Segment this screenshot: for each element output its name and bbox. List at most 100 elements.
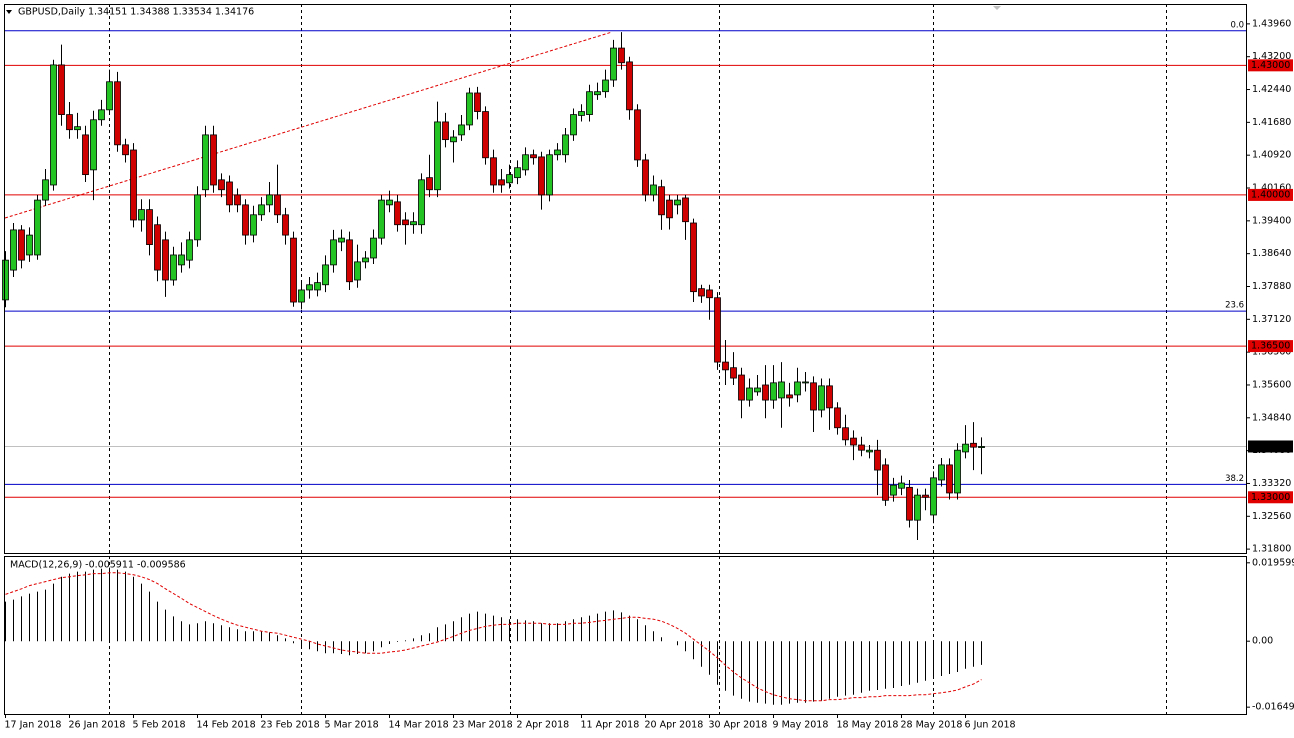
candle-body <box>834 407 841 429</box>
candle-body <box>754 387 761 393</box>
candle-body <box>194 194 201 241</box>
y-tick-label: 1.43960 <box>1252 18 1291 29</box>
candle-body <box>562 134 569 156</box>
candle-body <box>426 177 433 191</box>
candle-body <box>82 134 89 176</box>
candle-body <box>10 229 17 271</box>
candle-body <box>650 184 657 196</box>
shift-marker[interactable] <box>993 6 1001 10</box>
candle-body <box>66 114 73 131</box>
candle-body <box>274 194 281 216</box>
candle-body <box>610 47 617 81</box>
candle-body <box>98 109 105 121</box>
candle-body <box>826 385 833 409</box>
candle-body <box>378 199 385 239</box>
y-tick-label: 1.33320 <box>1252 478 1291 489</box>
y-tick-label: 1.43200 <box>1252 51 1291 62</box>
level-label: 1.40000 <box>1251 189 1290 200</box>
candle-body <box>674 199 681 206</box>
candle-body <box>170 254 177 281</box>
candle-body <box>2 259 9 301</box>
candle-body <box>594 91 601 96</box>
candle-body <box>586 91 593 115</box>
candle-body <box>402 219 409 226</box>
level-label: 1.36500 <box>1251 341 1290 352</box>
y-tick-label: 0.00 <box>1252 636 1273 647</box>
x-tick-label: 9 May 2018 <box>773 720 829 731</box>
candle-body <box>938 464 945 481</box>
macd-title: MACD(12,26,9) -0.005911 -0.009586 <box>10 560 186 571</box>
current-price-badge <box>1248 440 1293 453</box>
candle-body <box>946 464 953 494</box>
candle-body <box>642 159 649 196</box>
candle-body <box>266 194 273 206</box>
candle-body <box>298 289 305 303</box>
fib-label: 23.6 <box>1225 301 1244 311</box>
candle-body <box>786 394 793 399</box>
candle-body <box>250 214 257 236</box>
candle-body <box>154 224 161 271</box>
candle-body <box>810 382 817 411</box>
candle-body <box>930 477 937 516</box>
candle-body <box>202 134 209 191</box>
candle-body <box>442 121 449 141</box>
candle-body <box>338 237 345 243</box>
x-tick-label: 26 Jan 2018 <box>69 720 126 731</box>
candle-body <box>746 387 753 401</box>
x-tick-label: 18 May 2018 <box>837 720 899 731</box>
candle-body <box>354 261 361 281</box>
candle-body <box>482 111 489 159</box>
candle-body <box>874 449 881 471</box>
candle-body <box>554 149 561 156</box>
candle-body <box>226 181 233 206</box>
candle-body <box>434 121 441 191</box>
candle-body <box>130 149 137 221</box>
chart-title: GBPUSD,Daily 1.34151 1.34388 1.33534 1.3… <box>18 7 254 18</box>
y-tick-label: 1.36360 <box>1252 347 1291 358</box>
candle-body <box>34 199 41 256</box>
candle-body <box>898 482 905 489</box>
candle-body <box>954 449 961 494</box>
x-tick-label: 5 Mar 2018 <box>325 720 379 731</box>
candle-body <box>522 154 529 171</box>
x-tick-label: 20 Apr 2018 <box>645 720 704 731</box>
y-tick-label: 1.37120 <box>1252 314 1291 325</box>
candle-body <box>538 156 545 196</box>
y-tick-label: 1.31800 <box>1252 544 1291 555</box>
candle-body <box>970 442 977 448</box>
y-tick-label: 1.40160 <box>1252 183 1291 194</box>
candle-body <box>18 229 25 261</box>
candle-body <box>706 289 713 299</box>
level-badge <box>1248 491 1293 504</box>
level-label: 1.43000 <box>1251 60 1290 71</box>
candle-body <box>490 157 497 186</box>
candle-body <box>474 92 481 112</box>
candle-body <box>322 264 329 286</box>
candle-body <box>362 257 369 263</box>
candle-body <box>858 444 865 451</box>
candle-body <box>178 254 185 266</box>
x-tick-label: 14 Feb 2018 <box>197 720 256 731</box>
candle-body <box>162 239 169 281</box>
candle-body <box>138 209 145 221</box>
level-badge <box>1248 188 1293 201</box>
candle-body <box>234 194 241 206</box>
level-label: 1.33000 <box>1251 492 1290 503</box>
candle-body <box>770 382 777 401</box>
candle-body <box>578 111 585 116</box>
candle-body <box>802 381 809 384</box>
candle-body <box>258 204 265 216</box>
candle-body <box>602 79 609 93</box>
menu-arrow[interactable] <box>6 10 12 14</box>
candle-body <box>842 427 849 441</box>
x-tick-label: 23 Mar 2018 <box>453 720 513 731</box>
candle-body <box>290 237 297 303</box>
candle-body <box>106 81 113 111</box>
current-price-label: 1.34176 <box>1251 441 1290 452</box>
candle-body <box>714 297 721 363</box>
candle-body <box>922 494 929 498</box>
candle-body <box>466 92 473 126</box>
macd-signal <box>5 572 982 702</box>
